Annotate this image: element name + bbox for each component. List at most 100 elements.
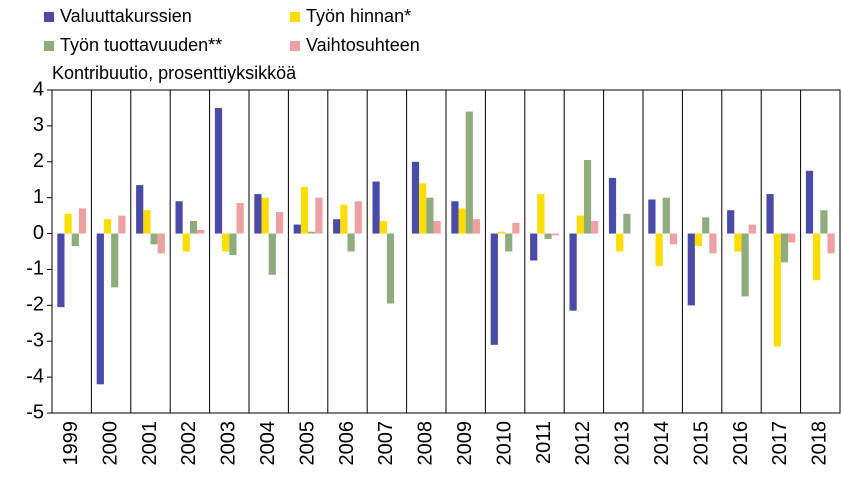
x-tick-label: 1999 xyxy=(60,421,82,466)
bar xyxy=(433,220,441,234)
bar xyxy=(143,210,151,234)
legend-swatch xyxy=(290,12,300,22)
bar xyxy=(465,111,473,234)
y-tick-label: -5 xyxy=(26,401,44,423)
x-tick-label: 2018 xyxy=(809,421,831,466)
bar xyxy=(497,231,506,234)
bar xyxy=(648,199,656,234)
x-tick-label: 2006 xyxy=(336,421,358,466)
x-tick-label: 2016 xyxy=(730,421,752,466)
x-tick-label: 2014 xyxy=(651,421,673,466)
bar xyxy=(222,233,230,252)
bar xyxy=(709,233,717,254)
bar xyxy=(512,222,520,234)
x-tick-label: 2015 xyxy=(690,421,712,466)
bar xyxy=(544,233,552,239)
bar xyxy=(175,201,183,234)
bar xyxy=(103,219,112,234)
x-tick-label: 2002 xyxy=(178,421,200,466)
bar xyxy=(308,231,316,234)
bar xyxy=(214,107,223,234)
bar xyxy=(197,229,205,234)
bar xyxy=(687,233,695,306)
bar xyxy=(734,233,742,252)
y-tick-label: 0 xyxy=(33,222,44,244)
bar xyxy=(748,224,756,234)
x-tick-label: 2011 xyxy=(533,421,555,464)
legend-label: Työn hinnan* xyxy=(306,6,411,26)
x-tick-label: 2003 xyxy=(218,421,240,466)
bar xyxy=(386,233,395,304)
x-tick-label: 2001 xyxy=(139,421,161,466)
bar xyxy=(293,224,301,234)
y-tick-label: 2 xyxy=(33,150,44,172)
bar xyxy=(773,233,781,347)
bar xyxy=(157,233,165,254)
legend-label: Vaihtosuhteen xyxy=(306,35,420,55)
legend-swatch xyxy=(290,41,300,51)
bar xyxy=(805,170,814,234)
bar xyxy=(458,208,466,234)
bar xyxy=(57,233,65,308)
bar xyxy=(702,217,710,234)
bar xyxy=(71,233,79,247)
bar xyxy=(727,210,735,234)
bar xyxy=(315,197,323,234)
bar xyxy=(118,215,126,234)
bar xyxy=(411,161,420,234)
bar xyxy=(347,233,355,252)
legend-swatch xyxy=(44,41,54,51)
y-tick-label: 1 xyxy=(33,186,44,208)
bar xyxy=(354,201,362,234)
bar xyxy=(788,233,796,243)
bar xyxy=(569,233,577,311)
bar xyxy=(616,233,624,252)
x-tick-label: 2009 xyxy=(454,421,476,466)
y-tick-label: 4 xyxy=(33,78,44,100)
bar xyxy=(608,177,617,234)
bar xyxy=(591,220,599,234)
bar xyxy=(505,233,513,252)
bar xyxy=(426,197,434,234)
x-tick-label: 2012 xyxy=(572,421,594,466)
bar xyxy=(827,233,835,254)
bar xyxy=(576,215,584,234)
bar xyxy=(236,203,244,234)
bar xyxy=(189,220,198,234)
x-tick-label: 2010 xyxy=(493,421,515,466)
y-tick-label: -4 xyxy=(26,365,44,387)
y-tick-label: -1 xyxy=(26,258,44,280)
bar xyxy=(78,208,87,234)
bar xyxy=(551,233,559,236)
bar xyxy=(261,197,269,234)
x-tick-label: 2004 xyxy=(257,421,279,466)
bar xyxy=(150,233,158,245)
bar xyxy=(275,212,284,234)
bar xyxy=(780,233,789,263)
bar xyxy=(136,185,144,234)
bar xyxy=(820,210,828,234)
legend-label: Valuuttakurssien xyxy=(60,6,192,26)
bar xyxy=(694,233,703,247)
x-tick-label: 2013 xyxy=(612,421,634,466)
bar xyxy=(96,233,104,385)
bar xyxy=(813,233,821,281)
x-tick-label: 2008 xyxy=(415,421,437,466)
y-axis-label: Kontribuutio, prosenttiyksikköä xyxy=(52,63,297,83)
x-tick-label: 2007 xyxy=(375,421,397,466)
bar xyxy=(669,233,678,245)
bar xyxy=(583,159,592,234)
bar xyxy=(111,233,119,288)
bar xyxy=(340,204,348,234)
bar xyxy=(372,181,380,234)
bar xyxy=(451,201,459,234)
bar xyxy=(537,194,545,234)
bar xyxy=(490,233,498,345)
bar xyxy=(419,183,427,234)
bar xyxy=(766,194,774,234)
bar xyxy=(300,186,309,234)
bar xyxy=(655,233,663,266)
bar xyxy=(472,219,481,234)
x-tick-label: 2005 xyxy=(296,421,318,466)
